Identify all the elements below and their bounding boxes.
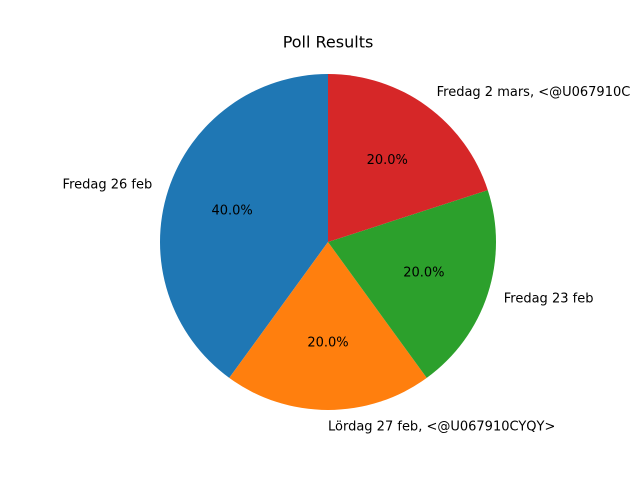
percent-label: 40.0% xyxy=(211,203,252,218)
slice-label: Fredag 2 mars, <@U067910C xyxy=(437,85,631,100)
percent-label: 20.0% xyxy=(403,266,444,281)
pie-slice xyxy=(328,74,488,242)
slice-label: Lördag 27 feb, <@U067910CYQY> xyxy=(328,419,555,434)
pie-slice xyxy=(159,74,328,378)
slice-label: Fredag 23 feb xyxy=(504,292,594,307)
pie-slice xyxy=(328,190,496,378)
slice-label: Fredag 26 feb xyxy=(63,177,153,192)
chart-title: Poll Results xyxy=(283,33,374,52)
percent-label: 20.0% xyxy=(367,153,408,168)
pie-slice xyxy=(229,242,427,410)
percent-label: 20.0% xyxy=(307,335,348,350)
